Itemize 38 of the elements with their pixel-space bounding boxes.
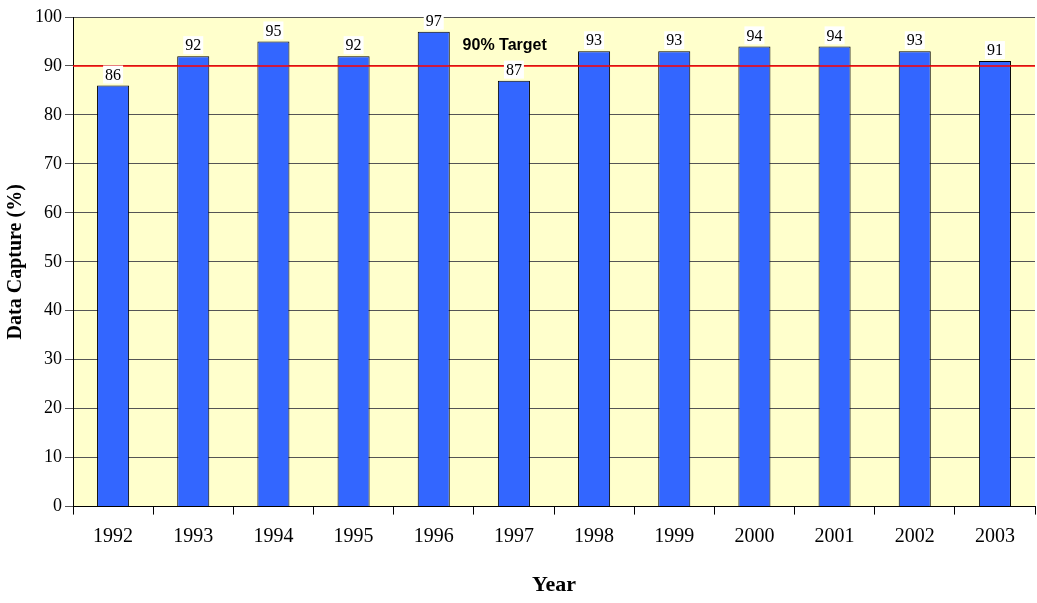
x-tick-label: 2003	[974, 523, 1015, 546]
x-tick-label: 1996	[413, 523, 454, 546]
data-label: 93	[666, 31, 683, 49]
y-tick-label: 50	[44, 250, 62, 271]
data-label: 97	[425, 11, 442, 29]
y-tick-label: 100	[35, 5, 62, 26]
x-tick-label: 1993	[173, 523, 214, 546]
data-label: 93	[906, 31, 923, 49]
x-tick-label: 1999	[654, 523, 695, 546]
x-tick-label: 1995	[333, 523, 374, 546]
x-tick-label: 1998	[574, 523, 615, 546]
y-tick-label: 0	[53, 495, 62, 516]
x-tick-label: 2000	[734, 523, 775, 546]
x-tick-label: 1994	[253, 523, 294, 546]
data-label: 94	[826, 26, 843, 44]
y-tick-label: 40	[44, 299, 62, 320]
data-label: 95	[265, 21, 282, 39]
y-axis-title: Data Capture (%)	[3, 184, 27, 340]
y-tick-label: 80	[44, 103, 62, 124]
y-tick-label: 20	[44, 397, 62, 418]
x-tick-label: 2002	[894, 523, 935, 546]
y-tick-label: 90	[44, 54, 62, 75]
y-tick-label: 30	[44, 348, 62, 369]
y-tick-label: 10	[44, 446, 62, 467]
data-label: 93	[586, 31, 603, 49]
x-tick-label: 1997	[493, 523, 534, 546]
data-label: 94	[746, 26, 763, 44]
data-label: 86	[105, 65, 122, 83]
y-tick-label: 70	[44, 152, 62, 173]
data-label: 92	[345, 36, 362, 54]
data-label: 92	[185, 36, 202, 54]
data-label: 91	[986, 41, 1003, 59]
x-tick-label: 1992	[93, 523, 134, 546]
data-label: 87	[505, 60, 522, 78]
ref-line-label: 90% Target	[462, 36, 548, 54]
y-tick-label: 60	[44, 201, 62, 222]
x-axis-title: Year	[532, 571, 577, 597]
x-tick-label: 2001	[814, 523, 855, 546]
